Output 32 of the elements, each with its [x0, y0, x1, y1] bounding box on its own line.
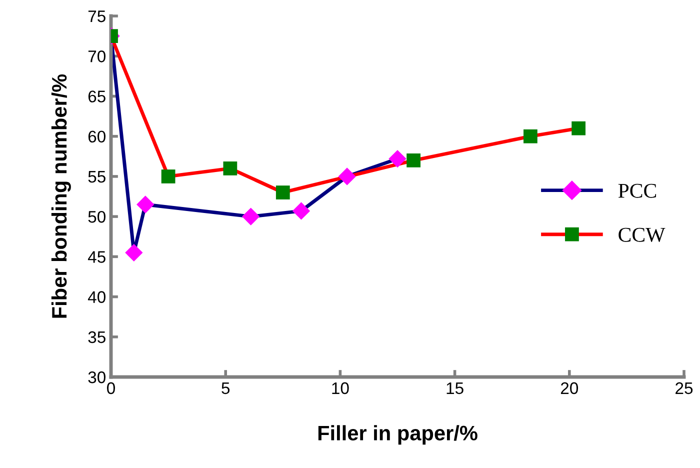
y-tick-label: 40 — [88, 291, 106, 303]
legend-label: PCC — [618, 184, 656, 198]
point — [338, 168, 356, 186]
y-tick-label: 50 — [88, 210, 106, 223]
y-tick-label: 70 — [88, 50, 106, 62]
x-tick-label: 25 — [676, 382, 693, 394]
point — [242, 208, 260, 226]
y-tick-label: 30 — [88, 371, 106, 384]
point — [523, 129, 538, 144]
x-tick-label: 0 — [107, 382, 115, 394]
x-tick-label: 10 — [332, 382, 349, 394]
y-tick-label: 55 — [88, 171, 106, 183]
x-tick-label: 20 — [560, 382, 578, 394]
y-tick-label: 75 — [88, 10, 106, 22]
y-tick-label: 60 — [88, 130, 106, 143]
point — [388, 150, 406, 168]
point — [161, 170, 176, 184]
point — [125, 244, 143, 262]
point — [292, 202, 310, 220]
x-tick-label: 5 — [222, 382, 230, 394]
x-tick-label: 15 — [446, 382, 464, 394]
point — [136, 196, 154, 214]
y-tick-label: 65 — [88, 90, 106, 102]
y-tick-label: 45 — [88, 251, 106, 263]
point — [406, 153, 420, 168]
x-axis-title: Filler in paper/% — [318, 425, 478, 445]
legend-label: CCW — [618, 228, 666, 242]
y-axis-title: Fiber bonding number/% — [51, 74, 71, 318]
point — [223, 161, 238, 176]
point — [276, 186, 290, 200]
y-tick-label: 35 — [88, 331, 106, 344]
point — [572, 121, 586, 136]
